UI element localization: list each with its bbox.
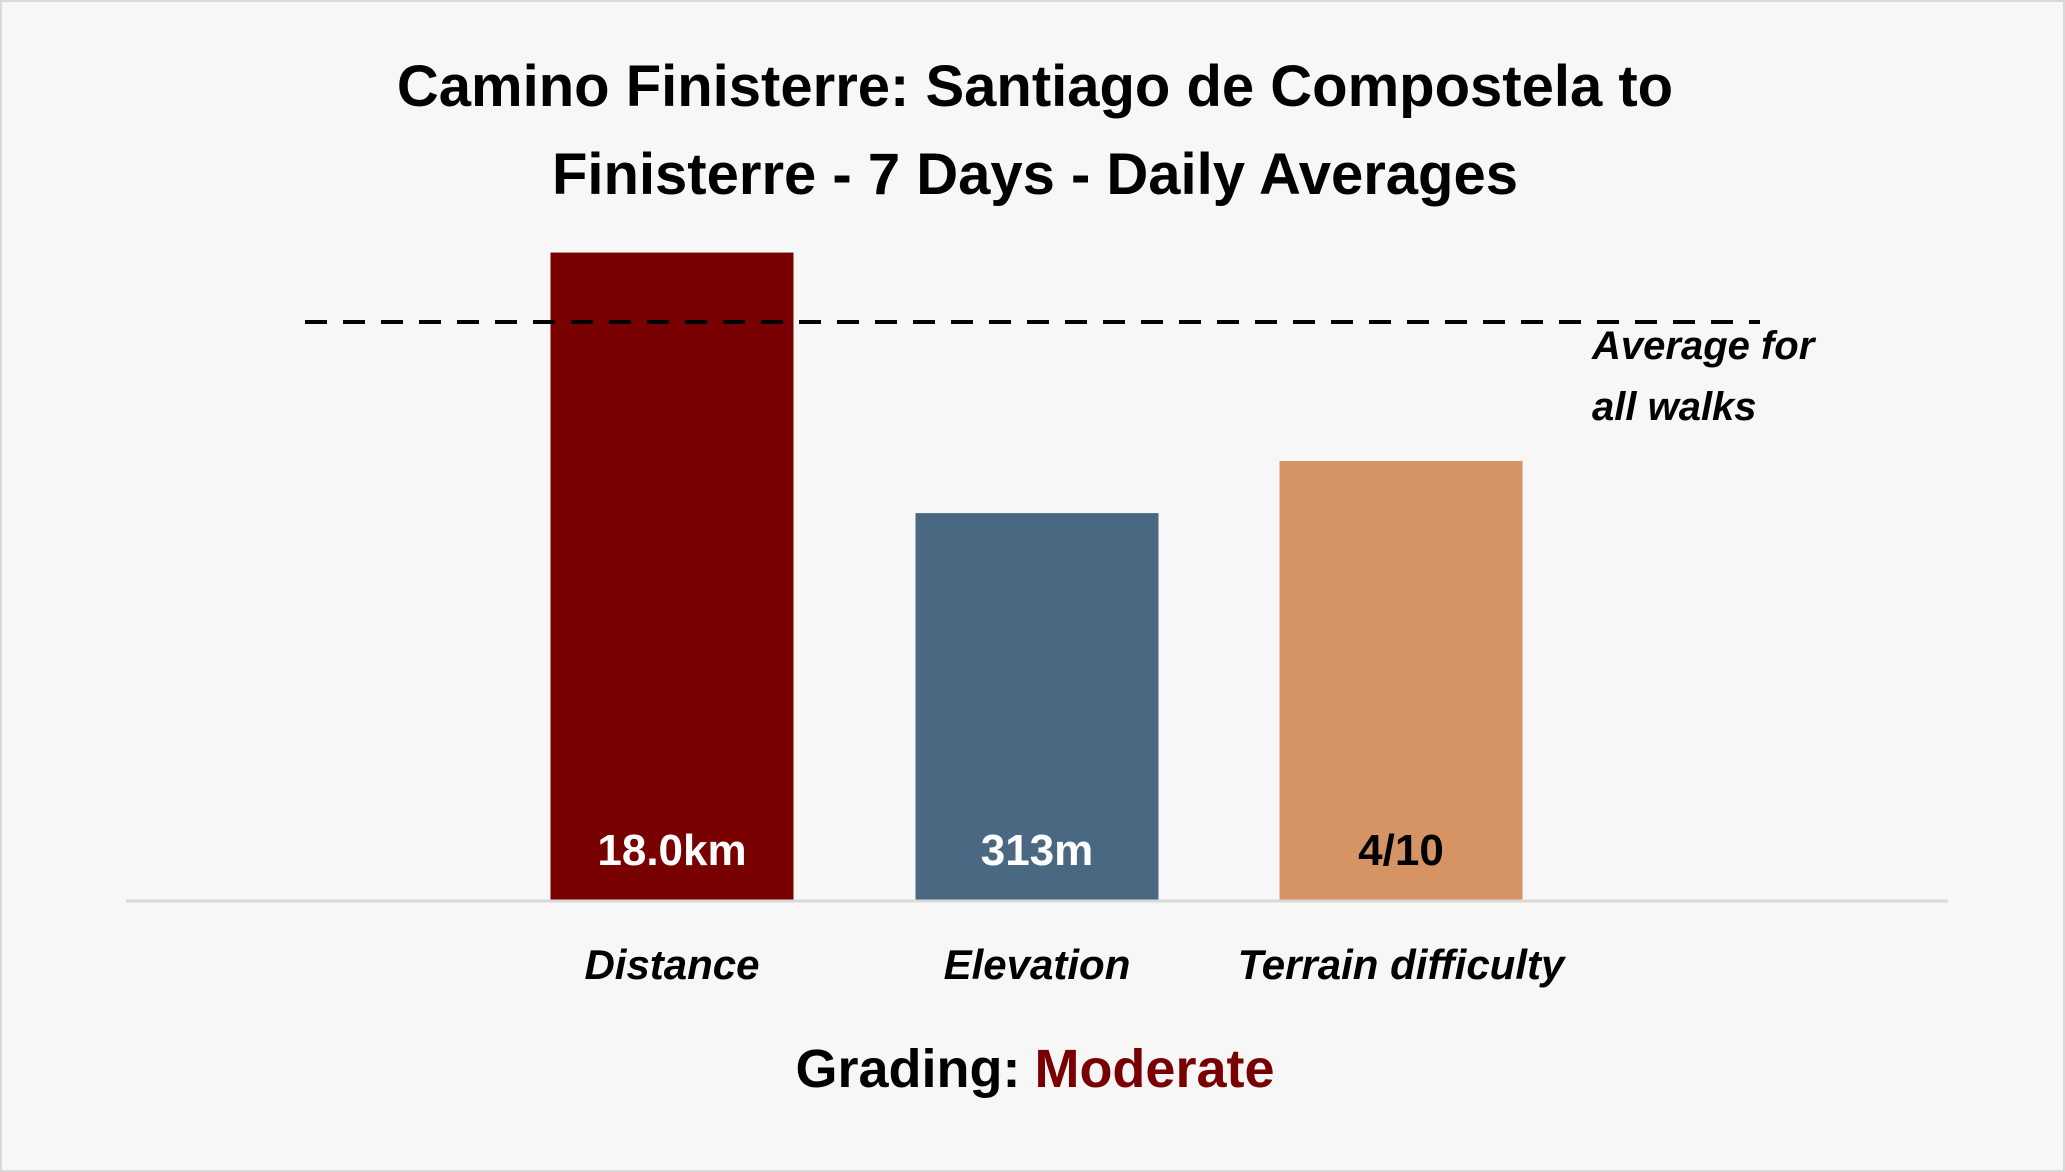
- grading-text: Grading: Moderate: [795, 1039, 1274, 1099]
- category-label-distance: Distance: [584, 941, 759, 988]
- category-label-terrain-difficulty: Terrain difficulty: [1238, 941, 1567, 988]
- bar-elevation: [915, 513, 1159, 901]
- value-label-distance: 18.0km: [597, 826, 746, 875]
- bar-distance: [550, 252, 794, 901]
- bar-terrain-difficulty: [1279, 461, 1523, 901]
- value-label-terrain-difficulty: 4/10: [1358, 826, 1444, 875]
- average-reference-label-line-2: all walks: [1592, 385, 1757, 429]
- grading-value: Moderate: [1034, 1039, 1274, 1099]
- bars-group: [550, 252, 1523, 901]
- average-reference-label-line-1: Average for: [1591, 324, 1817, 368]
- grading-label: Grading:: [795, 1039, 1020, 1099]
- value-label-elevation: 313m: [981, 826, 1094, 875]
- value-labels-group: 18.0km 313m 4/10: [597, 826, 1443, 875]
- category-labels-group: Distance Elevation Terrain difficulty: [584, 941, 1567, 988]
- category-label-elevation: Elevation: [944, 941, 1131, 988]
- chart-title-line-1: Camino Finisterre: Santiago de Compostel…: [397, 54, 1673, 119]
- chart-title-line-2: Finisterre - 7 Days - Daily Averages: [552, 142, 1518, 207]
